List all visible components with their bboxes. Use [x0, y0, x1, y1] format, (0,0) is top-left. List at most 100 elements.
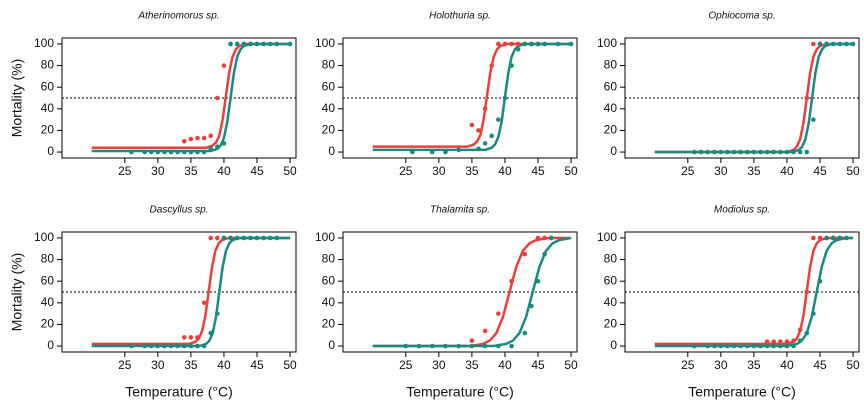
data-point	[201, 343, 207, 349]
x-tick-label: 50	[846, 164, 860, 178]
data-point	[771, 149, 777, 155]
data-point	[215, 144, 220, 149]
x-axis-label: Temperature (°C)	[688, 384, 796, 400]
data-point	[482, 106, 488, 112]
y-tick-label: 0	[47, 338, 54, 352]
data-point	[228, 41, 233, 47]
data-point	[162, 149, 167, 155]
data-point	[791, 343, 796, 349]
data-point	[254, 235, 260, 241]
data-point	[175, 343, 180, 349]
y-tick-label: 100	[315, 36, 335, 50]
data-point	[744, 149, 750, 155]
fit-line	[372, 236, 572, 348]
data-point	[181, 335, 187, 340]
x-tick-label: 35	[184, 164, 198, 178]
y-tick-label: 80	[41, 252, 55, 266]
y-tick-label: 40	[604, 101, 618, 115]
data-point	[181, 149, 187, 155]
data-point	[129, 149, 134, 155]
data-point	[771, 339, 777, 345]
data-point	[168, 343, 174, 349]
data-point	[698, 149, 704, 155]
x-tick-label: 40	[498, 164, 512, 178]
y-tick-label: 60	[322, 273, 336, 287]
data-point	[692, 149, 697, 155]
y-tick-label: 20	[41, 123, 55, 137]
fit-line	[91, 236, 291, 346]
data-point	[489, 133, 495, 139]
data-point	[274, 41, 280, 47]
y-tick-label: 40	[604, 295, 618, 309]
data-point	[248, 41, 253, 47]
data-point	[764, 339, 770, 345]
data-point	[509, 343, 514, 349]
data-point	[535, 235, 541, 241]
data-point	[784, 343, 790, 349]
data-point	[515, 47, 521, 52]
panel-title: Atherinomorus sp.	[137, 11, 219, 22]
data-point	[844, 235, 849, 241]
y-tick-label: 60	[41, 79, 55, 93]
data-point	[201, 135, 207, 141]
y-tick-label: 20	[322, 317, 336, 331]
x-tick-label: 35	[184, 358, 198, 372]
x-tick-label: 40	[780, 358, 794, 372]
y-tick-label: 0	[610, 144, 617, 158]
data-point	[764, 343, 770, 349]
panel: Ophiocoma sp. 0 20 40 60 80 100 25 30 35 40 45 50	[597, 11, 860, 179]
y-tick-label: 20	[604, 317, 618, 331]
data-point	[548, 235, 554, 241]
data-point	[758, 149, 763, 155]
data-point	[181, 343, 187, 349]
data-point	[515, 41, 521, 47]
data-point	[804, 149, 810, 155]
data-point	[287, 41, 293, 47]
panel-title: Modiolus sp.	[714, 205, 770, 216]
x-tick-label: 25	[118, 164, 132, 178]
data-point	[215, 311, 220, 316]
y-tick-label: 40	[322, 101, 336, 115]
panel-title: Holothuria sp.	[429, 11, 491, 22]
data-point	[744, 343, 750, 349]
data-point	[162, 343, 167, 349]
data-point	[555, 41, 561, 47]
data-point	[784, 149, 790, 155]
x-tick-label: 45	[531, 358, 545, 372]
data-point	[443, 149, 448, 155]
x-tick-label: 45	[250, 164, 264, 178]
data-point	[711, 149, 717, 155]
y-tick-label: 60	[41, 273, 55, 287]
data-point	[469, 343, 475, 349]
data-point	[416, 343, 422, 349]
data-point	[718, 149, 724, 155]
data-point	[496, 41, 501, 47]
data-point	[824, 235, 829, 241]
data-point	[142, 149, 147, 155]
y-tick-label: 0	[328, 338, 335, 352]
x-tick-label: 50	[564, 358, 578, 372]
data-point	[228, 235, 233, 241]
y-tick-label: 80	[322, 252, 336, 266]
data-point	[817, 278, 823, 284]
data-point	[496, 311, 501, 316]
data-point	[208, 330, 214, 336]
y-tick-label: 0	[328, 144, 335, 158]
fit-line	[372, 42, 572, 148]
data-point	[482, 328, 488, 334]
data-point	[692, 343, 697, 349]
data-point	[188, 149, 194, 155]
x-tick-label: 50	[283, 358, 297, 372]
data-point	[248, 235, 253, 241]
fit-line	[372, 236, 572, 348]
data-point	[837, 41, 843, 47]
data-point	[830, 41, 836, 47]
data-point	[195, 335, 200, 340]
data-point	[817, 41, 823, 47]
y-tick-label: 0	[47, 144, 54, 158]
data-point	[824, 41, 829, 47]
data-point	[234, 235, 240, 241]
x-tick-label: 45	[813, 358, 827, 372]
y-tick-label: 20	[604, 123, 618, 137]
panel: Thalamita sp. 0 20 40 60 80 100 25 30 35 40 45 50 Tem…	[315, 205, 578, 400]
